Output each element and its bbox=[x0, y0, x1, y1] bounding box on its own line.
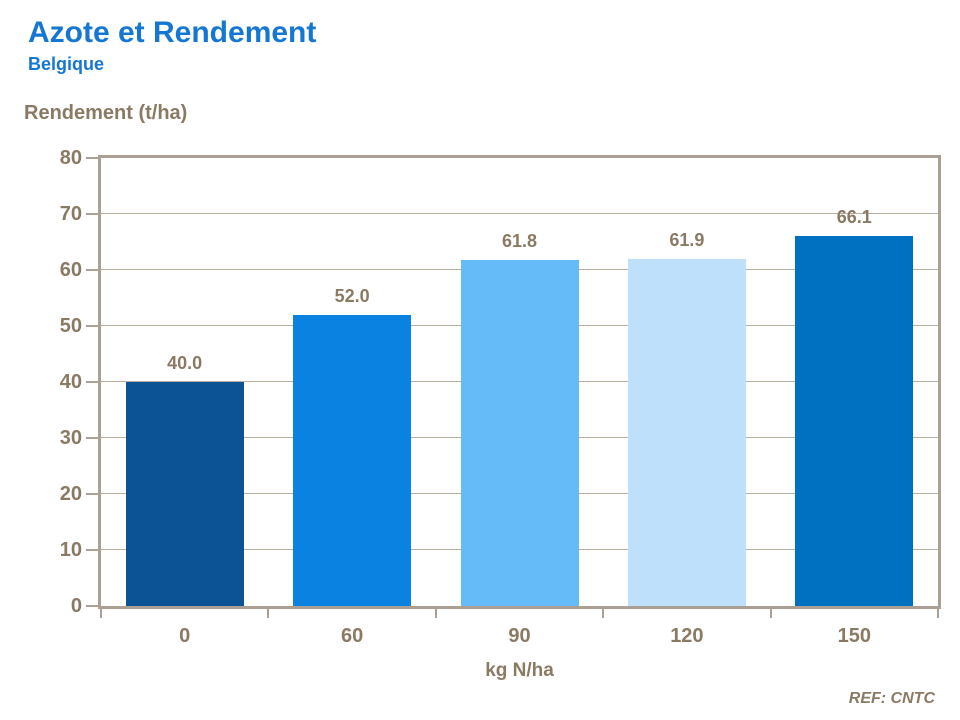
bar bbox=[293, 314, 412, 606]
y-axis-tick bbox=[86, 269, 98, 271]
x-axis-tick bbox=[937, 609, 939, 618]
y-axis-tick-label: 50 bbox=[59, 315, 82, 337]
y-axis-tick bbox=[86, 213, 98, 215]
y-axis-tick-label: 30 bbox=[59, 427, 82, 449]
y-axis-tick bbox=[86, 437, 98, 439]
bar bbox=[460, 259, 579, 606]
y-axis-tick bbox=[86, 605, 98, 607]
y-axis-tick-label: 80 bbox=[59, 147, 82, 169]
y-axis-title: Rendement (t/ha) bbox=[24, 102, 188, 124]
bar bbox=[627, 259, 746, 606]
plot-area: 40.0 52.0 61.8 61.9 66.1 bbox=[98, 155, 941, 609]
x-axis-tick bbox=[602, 609, 605, 618]
y-axis-tick-label: 10 bbox=[59, 539, 82, 561]
y-axis-tick bbox=[86, 157, 98, 159]
x-axis-tick-label: 150 bbox=[837, 625, 871, 647]
y-axis-tick bbox=[86, 381, 98, 383]
x-axis-tick-label: 120 bbox=[670, 625, 704, 647]
y-axis-tick bbox=[86, 549, 98, 551]
y-axis-tick-label: 70 bbox=[59, 203, 82, 225]
gridline bbox=[101, 213, 938, 214]
x-axis-tick bbox=[434, 609, 437, 618]
bar-value-label: 52.0 bbox=[334, 285, 370, 306]
y-axis-tick-label: 40 bbox=[59, 371, 82, 393]
bar-value-label: 61.8 bbox=[501, 230, 538, 251]
chart-title: Azote et Rendement bbox=[28, 16, 317, 49]
y-axis-tick bbox=[86, 493, 98, 495]
x-axis-tick-label: 90 bbox=[508, 625, 531, 647]
bar bbox=[795, 235, 914, 606]
x-axis-tick bbox=[769, 609, 772, 618]
x-axis-tick-label: 60 bbox=[340, 625, 364, 647]
y-axis-tick-label: 20 bbox=[59, 483, 82, 505]
bar-value-label: 66.1 bbox=[836, 206, 872, 227]
bar bbox=[125, 382, 244, 606]
chart-subtitle: Belgique bbox=[28, 54, 105, 74]
y-axis-tick bbox=[86, 325, 98, 327]
bar-value-label: 61.9 bbox=[669, 230, 705, 251]
x-axis-title: kg N/ha bbox=[485, 660, 554, 681]
x-axis-tick-label: 0 bbox=[179, 625, 191, 647]
reference-text: REF: CNTC bbox=[848, 690, 935, 707]
bar-value-label: 40.0 bbox=[167, 353, 203, 373]
x-axis-tick bbox=[100, 609, 102, 618]
y-axis-tick-label: 0 bbox=[70, 595, 82, 617]
x-axis-tick bbox=[267, 609, 270, 618]
y-axis-tick-label: 60 bbox=[59, 259, 82, 281]
